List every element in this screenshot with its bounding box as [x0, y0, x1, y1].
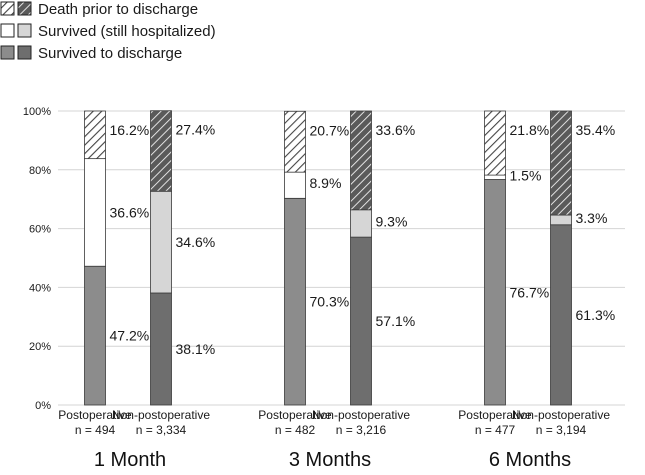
data-label-hosp: 9.3% — [376, 213, 408, 229]
bar-segment-hosp — [84, 158, 106, 267]
bar-segment-death — [484, 110, 506, 176]
category-label: Non-postoperative — [112, 408, 210, 422]
category-label: Non-postoperative — [512, 408, 610, 422]
bar-segment-hosp — [150, 190, 172, 294]
bar-segment-death — [284, 110, 306, 173]
data-label-discharge: 70.3% — [310, 294, 350, 310]
legend-swatch-death-postoperative — [0, 1, 15, 16]
y-tick-label: 80% — [29, 165, 51, 177]
bar-segment-discharge — [284, 197, 306, 406]
y-tick-label: 20% — [29, 341, 51, 353]
data-label-death: 27.4% — [176, 122, 216, 138]
y-tick-label: 40% — [29, 282, 51, 294]
data-label-death: 21.8% — [510, 122, 550, 138]
bar-segment-discharge — [484, 179, 506, 406]
data-label-discharge: 38.1% — [176, 341, 216, 357]
sample-size-label: n = 477 — [475, 423, 516, 437]
y-tick-label: 60% — [29, 224, 51, 236]
data-label-hosp: 3.3% — [576, 210, 608, 226]
bar-segment-discharge — [150, 292, 172, 406]
bar-segment-death — [350, 110, 372, 211]
sample-size-label: n = 482 — [275, 423, 316, 437]
data-label-hosp: 36.6% — [110, 204, 150, 220]
data-label-discharge: 76.7% — [510, 284, 550, 300]
sample-size-label: n = 3,194 — [536, 423, 587, 437]
bar-segment-hosp — [284, 171, 306, 199]
legend-swatch-hosp-postoperative — [0, 23, 15, 38]
data-label-discharge: 61.3% — [576, 307, 616, 323]
sample-size-label: n = 3,334 — [136, 423, 187, 437]
data-label-hosp: 8.9% — [310, 175, 342, 191]
bar-segment-hosp — [550, 214, 572, 226]
bar-segment-discharge — [350, 236, 372, 406]
data-label-discharge: 47.2% — [110, 328, 150, 344]
bar-segment-discharge — [550, 224, 572, 406]
gridlines — [58, 110, 625, 406]
bar-segment-hosp — [350, 209, 372, 238]
data-label-death: 20.7% — [310, 122, 350, 138]
category-label: Postoperative — [258, 408, 332, 422]
data-label-death: 35.4% — [576, 122, 616, 138]
category-label: Non-postoperative — [312, 408, 410, 422]
bar-segment-death — [550, 110, 572, 216]
category-label: Postoperative — [458, 408, 532, 422]
bar-segment-death — [150, 110, 172, 192]
data-label-hosp: 1.5% — [510, 167, 542, 183]
y-tick-label: 100% — [23, 106, 51, 118]
group-label: 3 Months — [289, 449, 371, 471]
y-tick-label: 0% — [35, 400, 51, 412]
legend-label-death: Death prior to discharge — [38, 1, 198, 18]
legend-swatch-hosp-non-postoperative — [17, 23, 32, 38]
legend-label-hosp: Survived (still hospitalized) — [38, 23, 216, 40]
group-label: 1 Month — [94, 449, 166, 471]
bar-segment-death — [84, 110, 106, 160]
data-label-discharge: 57.1% — [376, 313, 416, 329]
legend-swatch-discharge-non-postoperative — [17, 45, 32, 60]
legend-swatch-death-non-postoperative — [17, 1, 32, 16]
y-axis: 0% 20% 40% 60% 80% 100% — [23, 106, 51, 412]
sample-size-label: n = 3,216 — [336, 423, 387, 437]
category-label: Postoperative — [58, 408, 132, 422]
bars: 47.2% 36.6% 16.2% 38.1% 34.6% 27.4% 70.3% 8.9% 2… — [84, 110, 617, 406]
data-label-death: 16.2% — [110, 122, 150, 138]
data-label-hosp: 34.6% — [176, 234, 216, 250]
sample-size-label: n = 494 — [75, 423, 116, 437]
bar-segment-discharge — [84, 265, 106, 406]
legend-swatch-discharge-postoperative — [0, 45, 15, 60]
data-label-death: 33.6% — [376, 122, 416, 138]
group-label: 6 Months — [489, 449, 571, 471]
legend: Death prior to discharge Survived (still … — [0, 1, 216, 62]
bar-segment-hosp — [484, 174, 506, 180]
legend-label-discharge: Survived to discharge — [38, 45, 182, 62]
